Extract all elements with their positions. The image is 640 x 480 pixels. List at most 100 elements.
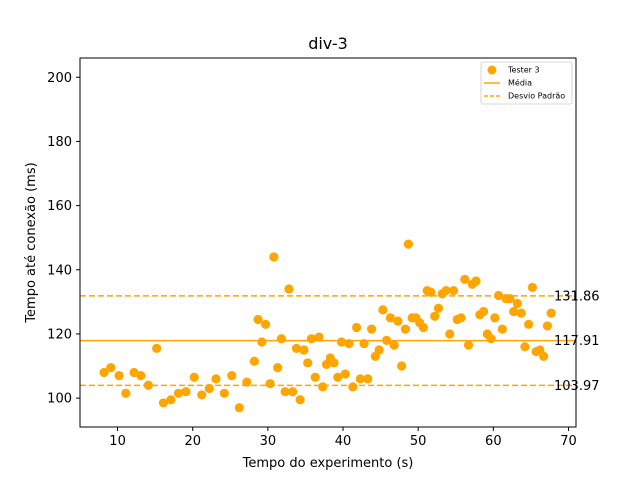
data-point — [314, 332, 324, 342]
data-point — [227, 371, 237, 381]
data-point — [99, 367, 109, 378]
x-tick-label: 60 — [485, 434, 502, 449]
legend-marker-tester — [487, 65, 497, 75]
data-point — [333, 372, 343, 382]
data-point — [385, 313, 395, 323]
reference-line-label-2: 103.97 — [554, 379, 600, 394]
y-tick-label: 200 — [47, 71, 72, 86]
x-tick-label: 30 — [260, 434, 277, 449]
data-point — [527, 282, 538, 293]
data-point — [524, 319, 534, 329]
y-tick-label: 160 — [47, 199, 72, 214]
data-point — [539, 351, 549, 362]
data-point — [471, 276, 481, 286]
x-tick-label: 10 — [109, 434, 126, 449]
data-point — [355, 374, 365, 384]
data-point — [374, 345, 384, 355]
axes-frame — [79, 57, 577, 428]
data-point — [460, 274, 470, 284]
data-point — [497, 324, 507, 334]
data-point — [512, 298, 522, 309]
data-point — [546, 308, 556, 318]
data-point — [393, 316, 403, 326]
x-tick-label: 70 — [560, 434, 577, 449]
data-point — [433, 303, 444, 313]
data-point — [204, 383, 214, 394]
legend-box — [480, 61, 573, 105]
data-point — [152, 343, 162, 353]
data-point — [336, 337, 347, 347]
data-point — [211, 374, 221, 384]
data-point — [136, 371, 146, 381]
data-point — [242, 377, 252, 387]
data-point — [378, 305, 388, 315]
data-point — [261, 319, 271, 329]
data-point — [276, 334, 287, 344]
x-tick-label: 50 — [410, 434, 427, 449]
data-point — [280, 387, 290, 397]
data-point — [173, 388, 184, 398]
data-point — [284, 284, 294, 294]
data-point — [351, 322, 362, 333]
reference-line-label-0: 117.91 — [554, 334, 600, 349]
reference-line-label-1: 131.86 — [554, 289, 600, 304]
legend-label-tester: Tester 3 — [507, 66, 540, 75]
data-point — [389, 340, 399, 350]
data-point — [486, 334, 496, 344]
data-point — [382, 335, 392, 345]
data-point — [306, 334, 317, 344]
data-point — [114, 371, 124, 381]
data-point — [400, 324, 411, 334]
data-point — [273, 363, 283, 373]
x-axis-ticks: 10 20 30 40 50 60 70 — [109, 427, 577, 449]
data-point — [291, 343, 302, 353]
data-point — [344, 338, 354, 349]
data-point — [106, 363, 116, 373]
data-point — [166, 395, 176, 405]
chart-title: div-3 — [308, 34, 348, 53]
data-point — [234, 403, 244, 413]
x-tick-label: 40 — [335, 434, 352, 449]
plot-area: 117.91 131.86 103.97 — [80, 239, 600, 413]
data-point — [348, 382, 358, 392]
data-point — [143, 380, 153, 390]
data-point — [426, 287, 436, 297]
data-point — [509, 306, 519, 317]
x-tick-label: 20 — [184, 434, 201, 449]
data-point — [318, 382, 328, 392]
data-point — [121, 388, 131, 398]
data-point — [288, 387, 298, 397]
data-point — [448, 286, 459, 296]
y-tick-label: 140 — [47, 263, 72, 278]
data-point — [445, 329, 455, 339]
y-axis-ticks: 100 120 140 160 180 200 — [47, 71, 80, 407]
legend-label-media: Média — [508, 78, 532, 88]
data-point — [359, 338, 369, 349]
legend: Tester 3 Média Desvio Padrão — [480, 61, 573, 105]
data-point — [303, 358, 313, 368]
data-point — [493, 290, 504, 301]
data-point — [456, 313, 466, 323]
y-tick-label: 180 — [47, 135, 72, 150]
y-tick-label: 100 — [47, 392, 72, 407]
y-axis-label: Tempo até conexão (ms) — [24, 162, 39, 323]
legend-label-desvio: Desvio Padrão — [508, 92, 565, 101]
data-point — [253, 314, 263, 325]
data-point — [219, 388, 229, 398]
data-point — [463, 340, 474, 350]
data-point — [295, 395, 305, 405]
data-point — [181, 387, 191, 397]
data-point — [329, 358, 339, 368]
data-point — [430, 311, 440, 321]
data-point — [418, 322, 429, 333]
data-point — [249, 356, 259, 366]
data-point — [441, 286, 451, 296]
y-tick-label: 120 — [47, 327, 72, 342]
data-point — [363, 374, 373, 384]
data-point — [520, 342, 530, 352]
data-point — [269, 252, 279, 262]
data-point — [265, 379, 275, 389]
data-point — [516, 308, 526, 318]
data-point — [397, 361, 407, 371]
